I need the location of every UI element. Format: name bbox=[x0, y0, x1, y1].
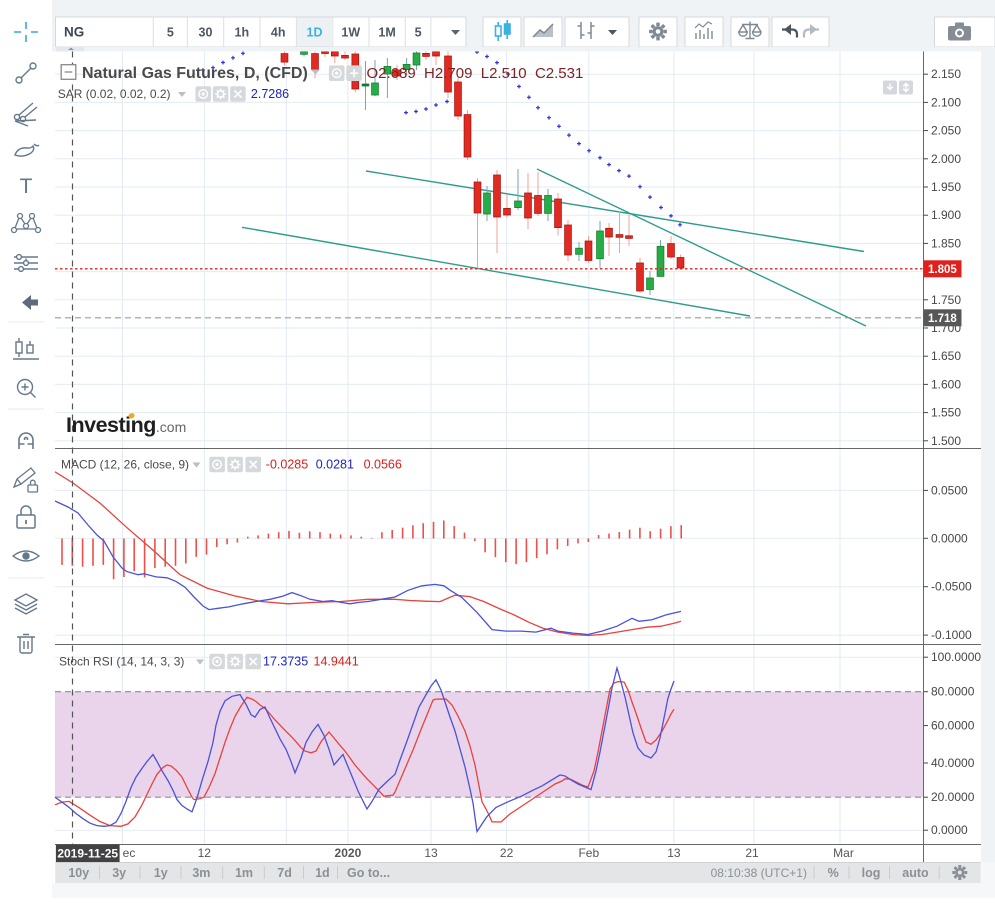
svg-text:2019-11-25: 2019-11-25 bbox=[57, 847, 118, 861]
svg-text:08:10:38 (UTC+1): 08:10:38 (UTC+1) bbox=[711, 866, 807, 880]
svg-text:1d: 1d bbox=[315, 866, 330, 880]
svg-text:13: 13 bbox=[424, 846, 438, 860]
svg-text:12: 12 bbox=[198, 846, 212, 860]
svg-text:14.9441: 14.9441 bbox=[314, 655, 359, 669]
svg-text:auto: auto bbox=[902, 866, 929, 880]
svg-text:Stoch RSI (14, 14, 3, 3): Stoch RSI (14, 14, 3, 3) bbox=[59, 655, 184, 669]
svg-text:21: 21 bbox=[745, 846, 759, 860]
svg-text:Go to...: Go to... bbox=[347, 866, 390, 880]
svg-text:1.600: 1.600 bbox=[931, 377, 961, 391]
svg-text:1.718: 1.718 bbox=[928, 313, 957, 325]
svg-text:30: 30 bbox=[199, 26, 213, 40]
svg-text:1.650: 1.650 bbox=[931, 349, 961, 363]
svg-text:0.0000: 0.0000 bbox=[931, 823, 968, 837]
svg-text:17.3735: 17.3735 bbox=[263, 655, 308, 669]
svg-text:7d: 7d bbox=[277, 866, 292, 880]
svg-text:-0.1000: -0.1000 bbox=[931, 628, 972, 642]
svg-text:Natural Gas Futures, D, (CFD): Natural Gas Futures, D, (CFD) bbox=[82, 65, 308, 82]
svg-text:1.850: 1.850 bbox=[931, 236, 961, 250]
svg-text:2.150: 2.150 bbox=[931, 67, 961, 81]
svg-text:1h: 1h bbox=[235, 26, 250, 40]
svg-text:22: 22 bbox=[500, 846, 514, 860]
svg-text:1y: 1y bbox=[154, 866, 168, 880]
svg-text:100.0000: 100.0000 bbox=[931, 650, 981, 664]
svg-text:1.900: 1.900 bbox=[931, 208, 961, 222]
svg-text:2.000: 2.000 bbox=[931, 152, 961, 166]
svg-text:1.750: 1.750 bbox=[931, 293, 961, 307]
svg-text:1D: 1D bbox=[307, 26, 323, 40]
svg-text:4h: 4h bbox=[271, 26, 286, 40]
svg-text:13: 13 bbox=[667, 846, 681, 860]
svg-text:T: T bbox=[20, 175, 33, 198]
svg-text:40.0000: 40.0000 bbox=[931, 756, 975, 770]
svg-text:1M: 1M bbox=[378, 26, 395, 40]
svg-text:log: log bbox=[862, 866, 881, 880]
svg-text:0.0566: 0.0566 bbox=[364, 458, 402, 472]
svg-text:NG: NG bbox=[64, 25, 84, 40]
svg-text:2020: 2020 bbox=[335, 846, 362, 860]
svg-text:ec: ec bbox=[123, 846, 136, 860]
svg-text:80.0000: 80.0000 bbox=[931, 685, 975, 699]
svg-text:5: 5 bbox=[167, 26, 174, 40]
svg-text:3y: 3y bbox=[112, 866, 126, 880]
svg-text:0.0281: 0.0281 bbox=[316, 458, 354, 472]
svg-text:1m: 1m bbox=[235, 866, 253, 880]
svg-text:0.0000: 0.0000 bbox=[931, 531, 968, 545]
svg-text:0.0500: 0.0500 bbox=[931, 483, 968, 497]
svg-text:SAR (0.02, 0.02, 0.2): SAR (0.02, 0.02, 0.2) bbox=[58, 87, 171, 101]
svg-text:1.950: 1.950 bbox=[931, 180, 961, 194]
svg-text:3m: 3m bbox=[192, 866, 210, 880]
svg-text:2.7286: 2.7286 bbox=[251, 87, 289, 101]
svg-text:5: 5 bbox=[415, 26, 422, 40]
svg-text:2.050: 2.050 bbox=[931, 124, 961, 138]
svg-text:1.805: 1.805 bbox=[928, 264, 957, 276]
svg-text:Mar: Mar bbox=[833, 846, 854, 860]
svg-text:1.550: 1.550 bbox=[931, 406, 961, 420]
svg-text:20.0000: 20.0000 bbox=[931, 790, 975, 804]
svg-text:%: % bbox=[828, 866, 839, 880]
svg-text:2.100: 2.100 bbox=[931, 95, 961, 109]
svg-text:-0.0500: -0.0500 bbox=[931, 580, 972, 594]
svg-text:O2.689 H2.709 L2.510 C2.531: O2.689 H2.709 L2.510 C2.531 bbox=[367, 65, 584, 82]
svg-text:10y: 10y bbox=[68, 866, 89, 880]
svg-text:Feb: Feb bbox=[578, 846, 599, 860]
svg-text:-0.0285: -0.0285 bbox=[266, 458, 308, 472]
svg-text:1W: 1W bbox=[341, 26, 360, 40]
svg-text:60.0000: 60.0000 bbox=[931, 719, 975, 733]
svg-text:MACD (12, 26, close, 9): MACD (12, 26, close, 9) bbox=[61, 458, 189, 472]
svg-text:1.500: 1.500 bbox=[931, 434, 961, 448]
